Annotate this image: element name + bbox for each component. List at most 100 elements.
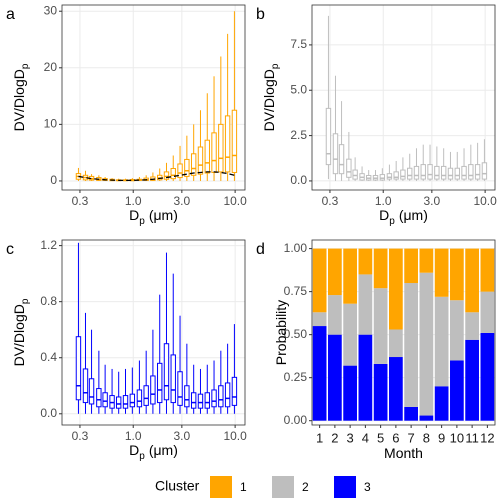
box [218,385,224,408]
box [224,115,231,173]
x-axis-title-sub: p [389,216,395,227]
y-axis-title-sub: p [20,63,31,69]
legend-key [210,476,232,498]
x-tick-label: 1.0 [125,194,142,208]
bar-segment [404,283,418,407]
x-tick-label: 3.0 [173,194,190,208]
box [393,171,399,180]
panel-letter: d [256,241,265,258]
box [136,389,143,408]
y-axis-title: DV/DlogDp [11,298,31,366]
bar-segment [450,360,464,421]
x-axis-title-main: D [129,442,139,458]
box [379,174,386,181]
x-tick-label: 1.0 [375,194,392,208]
x-axis-title-rest: (μm) [149,207,178,223]
box [211,389,217,408]
box [468,164,474,180]
box [413,165,420,180]
box [407,167,413,180]
box [190,392,197,409]
x-tick-label: 8 [423,430,430,445]
y-tick-label: 0.0 [40,406,57,420]
panel-letter: a [6,6,15,23]
box [386,173,393,180]
box [481,162,488,180]
legend-label: 1 [240,480,247,494]
box [177,371,183,406]
bar-segment [465,339,479,421]
x-tick-label: 6 [392,430,399,445]
box [102,392,108,408]
box [474,164,481,180]
y-tick-label: 7.5 [290,37,307,51]
x-tick-label: 10.0 [223,194,247,208]
bar-segment [389,248,403,330]
x-tick-label: 10 [450,430,464,445]
box [170,354,176,404]
bar-segment [343,248,357,304]
trend-line [78,171,235,182]
bar-segment [312,248,327,313]
y-axis-title-sub: p [270,63,281,69]
x-tick-label: 12 [480,430,494,445]
y-axis-title: DV/DlogDp [261,63,281,131]
x-tick-label: 2 [331,430,338,445]
box [352,169,358,180]
box [88,378,95,405]
bar-segment [343,365,357,421]
y-axis-title: DV/DlogDp [11,63,31,131]
x-tick-label: 10.0 [223,429,247,443]
y-tick-label: 0.00 [284,413,308,427]
x-tick-label: 0.3 [72,429,89,443]
box [461,165,467,180]
x-tick-label: 9 [438,430,445,445]
box [163,343,170,401]
box [204,392,210,409]
box [338,144,345,175]
bar-segment [465,312,479,340]
box [332,133,339,175]
y-tick-label: 0.4 [40,350,57,364]
y-axis-title-main: DV/DlogD [11,69,27,131]
y-tick-label: 20 [44,60,58,74]
box [440,165,447,180]
x-tick-label: 0.3 [322,194,339,208]
bar-segment [450,248,464,301]
bar-segment [434,296,449,387]
box [346,158,352,178]
x-axis-title-rest: (μm) [149,442,178,458]
x-axis-title-main: Month [384,445,423,461]
box [224,382,231,408]
box [454,167,460,180]
bar-segment [343,303,357,366]
x-tick-label: 5 [377,430,384,445]
box [96,388,102,408]
legend-key [272,476,294,498]
x-axis-title-rest: (μm) [399,207,428,223]
x-axis-title-sub: p [139,216,145,227]
y-tick-label: 30 [44,3,58,17]
x-tick-label: 1.0 [125,429,142,443]
bar-segment [434,248,449,297]
box [82,368,89,404]
y-tick-label: 5.0 [290,82,307,96]
box [150,375,156,405]
y-tick-label: 2.5 [290,128,307,142]
box [184,385,190,408]
bar-segment [419,272,434,416]
box [218,123,224,173]
x-axis-title-main: D [379,207,389,223]
bar-segment [373,363,388,421]
box [184,158,190,177]
x-tick-label: 10.0 [473,194,497,208]
x-tick-label: 4 [362,430,369,445]
x-tick-label: 7 [408,430,415,445]
bar-segment [404,248,418,284]
legend-title: Cluster [155,478,200,494]
legend-label: 2 [302,480,309,494]
bar-segment [419,415,434,421]
box [177,163,183,179]
x-tick-label: 11 [465,430,479,445]
